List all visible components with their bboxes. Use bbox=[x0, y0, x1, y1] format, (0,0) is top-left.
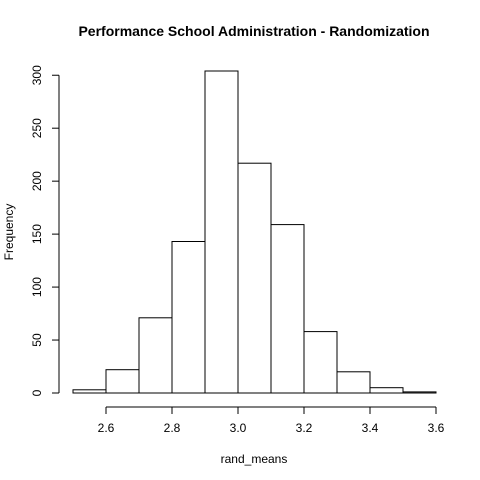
x-axis: 2.6 2.8 3.0 3.2 3.4 3.6 bbox=[98, 406, 445, 435]
y-tick-label: 250 bbox=[30, 118, 44, 138]
histogram-bar bbox=[402, 391, 437, 394]
x-tick-label: 2.8 bbox=[164, 421, 181, 435]
y-axis-label: Frequency bbox=[2, 204, 16, 261]
histogram-bar bbox=[369, 387, 404, 394]
y-tick-label: 100 bbox=[30, 277, 44, 297]
x-tick-label: 3.4 bbox=[362, 421, 379, 435]
histogram-bar bbox=[138, 317, 173, 394]
histogram-bar bbox=[237, 162, 272, 394]
histogram-bar bbox=[336, 371, 371, 394]
x-tick-label: 3.2 bbox=[296, 421, 313, 435]
y-tick-label: 150 bbox=[30, 224, 44, 244]
histogram-bar bbox=[204, 70, 239, 394]
y-tick-label: 0 bbox=[30, 389, 44, 396]
chart-title: Performance School Administration - Rand… bbox=[78, 23, 429, 39]
histogram-bar bbox=[171, 241, 206, 394]
histogram-bar bbox=[105, 369, 140, 394]
x-axis-label: rand_means bbox=[221, 452, 288, 466]
histogram-bar bbox=[72, 389, 107, 394]
y-axis: 0 50 100 150 200 250 300 bbox=[30, 65, 60, 396]
y-tick-label: 50 bbox=[30, 333, 44, 347]
histogram-bar bbox=[303, 331, 338, 394]
histogram-bar bbox=[270, 224, 305, 394]
y-tick-label: 200 bbox=[30, 171, 44, 191]
x-tick-label: 3.6 bbox=[428, 421, 445, 435]
x-tick-label: 3.0 bbox=[230, 421, 247, 435]
y-tick-label: 300 bbox=[30, 65, 44, 85]
x-tick-label: 2.6 bbox=[98, 421, 115, 435]
histogram-bars bbox=[72, 70, 437, 394]
